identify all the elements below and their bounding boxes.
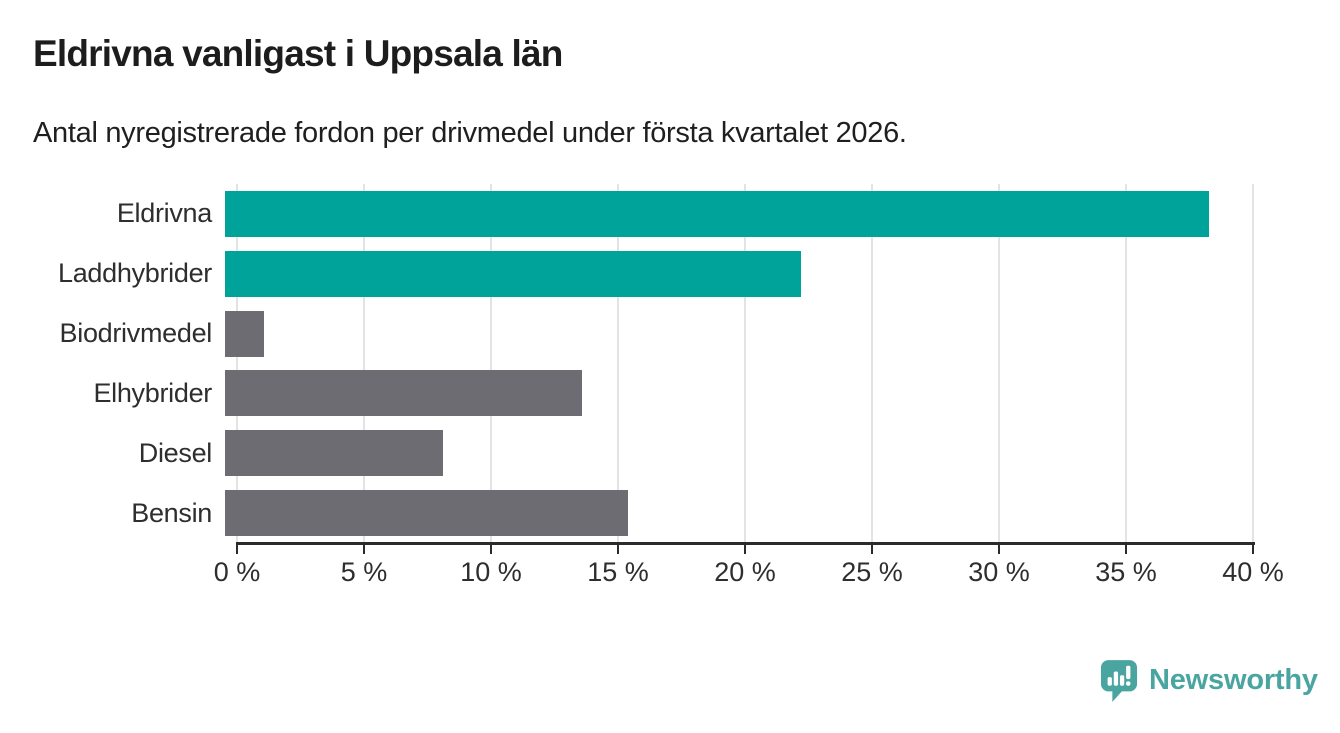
row-plot-area	[225, 363, 1253, 423]
bar-diesel	[225, 430, 444, 477]
chart-title: Eldrivna vanligast i Uppsala län	[33, 33, 563, 74]
chart-row: Biodrivmedel	[0, 304, 1253, 364]
category-label: Bensin	[131, 497, 212, 528]
gridline	[617, 184, 619, 543]
chart-row: Eldrivna	[0, 184, 1253, 244]
tick-label: 10 %	[460, 557, 522, 587]
tick-label: 5 %	[340, 557, 388, 587]
chart-row: Diesel	[0, 423, 1253, 483]
tick-label: 35 %	[1095, 557, 1157, 587]
category-label: Laddhybrider	[57, 258, 212, 289]
gridline	[236, 184, 238, 543]
tick-mark	[1252, 545, 1254, 554]
row-plot-area	[225, 304, 1253, 364]
chart-row: Elhybrider	[0, 363, 1253, 423]
gridline	[744, 184, 746, 543]
tick-mark	[1125, 545, 1127, 554]
tick-mark	[871, 545, 873, 554]
bar-bensin	[225, 490, 629, 537]
tick-label: 40 %	[1222, 557, 1284, 587]
bar-eldrivna	[225, 190, 1210, 237]
bar-biodrivmedel	[225, 310, 264, 357]
gridline	[1125, 184, 1127, 543]
gridline	[363, 184, 365, 543]
row-plot-area	[225, 184, 1253, 244]
category-label: Elhybrider	[93, 377, 212, 408]
tick-mark	[490, 545, 492, 554]
tick-label: 30 %	[968, 557, 1030, 587]
chart-row: Bensin	[0, 483, 1253, 543]
x-axis-line	[236, 542, 1255, 545]
category-label: Diesel	[138, 437, 213, 468]
chart-row: Laddhybrider	[0, 244, 1253, 304]
category-label: Eldrivna	[116, 198, 212, 229]
tick-label: 0 %	[213, 557, 261, 587]
row-plot-area	[225, 483, 1253, 543]
brand-name: Newsworthy	[1149, 664, 1318, 696]
row-plot-area	[225, 423, 1253, 483]
gridline	[490, 184, 492, 543]
bar-elhybrider	[225, 370, 583, 417]
speech-bubble-bar-chart-icon	[1100, 660, 1138, 702]
chart-subtitle: Antal nyregistrerade fordon per drivmede…	[33, 117, 907, 149]
tick-label: 20 %	[714, 557, 776, 587]
category-label: Biodrivmedel	[59, 318, 213, 349]
tick-mark	[744, 545, 746, 554]
gridline	[871, 184, 873, 543]
gridline	[1252, 184, 1254, 543]
newsworthy-logo: Newsworthy	[1100, 659, 1318, 702]
row-plot-area	[225, 244, 1253, 304]
bar-laddhybrider	[225, 250, 801, 297]
x-axis-ticks: 0 % 5 % 10 % 15 % 20 % 25 % 30 % 35 % 40 %	[214, 545, 1284, 595]
tick-mark	[236, 545, 238, 554]
tick-label: 15 %	[587, 557, 649, 587]
tick-mark	[998, 545, 1000, 554]
tick-mark	[363, 545, 365, 554]
gridline	[998, 184, 1000, 543]
tick-label: 25 %	[841, 557, 903, 587]
gridlines	[236, 184, 1254, 543]
chart-rows: Eldrivna Laddhybrider Biodrivmedel Elhybrid…	[0, 184, 1253, 543]
tick-mark	[617, 545, 619, 554]
